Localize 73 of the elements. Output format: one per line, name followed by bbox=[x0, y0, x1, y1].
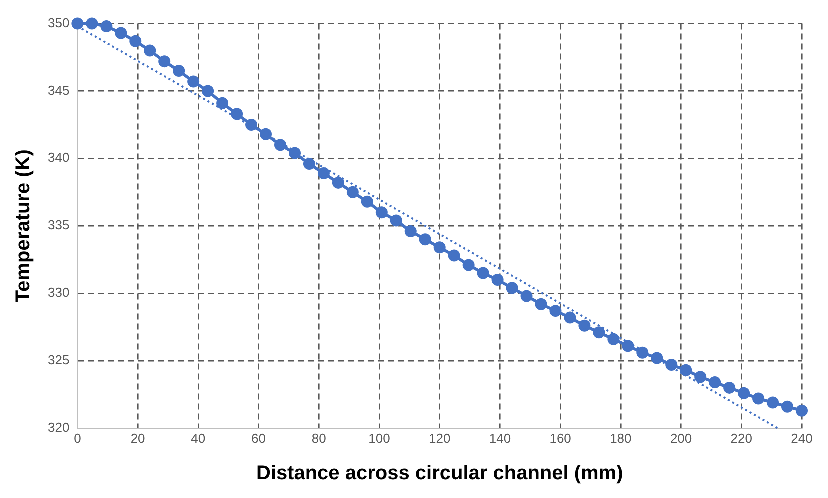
point bbox=[636, 346, 649, 359]
point bbox=[724, 382, 736, 394]
x-tick-label: 20 bbox=[130, 430, 146, 446]
x-tick-label: 240 bbox=[791, 430, 813, 446]
point bbox=[115, 27, 128, 40]
point bbox=[404, 225, 417, 238]
point bbox=[535, 298, 548, 310]
y-tick-label: 350 bbox=[48, 15, 70, 30]
point bbox=[434, 242, 446, 254]
point bbox=[361, 196, 374, 208]
point bbox=[346, 186, 359, 198]
y-tick-label: 325 bbox=[48, 352, 70, 368]
x-tick-label: 200 bbox=[670, 430, 692, 446]
point bbox=[752, 392, 765, 405]
point bbox=[100, 20, 113, 32]
point bbox=[550, 305, 562, 318]
point bbox=[419, 234, 432, 246]
x-tick-label: 0 bbox=[74, 430, 82, 446]
point bbox=[651, 352, 664, 364]
x-tick-label: 160 bbox=[550, 430, 572, 446]
point bbox=[332, 176, 344, 189]
point bbox=[173, 65, 186, 78]
point bbox=[86, 18, 98, 30]
x-tick-label: 120 bbox=[428, 430, 451, 446]
point bbox=[462, 259, 475, 272]
point bbox=[767, 396, 780, 409]
y-tick-label: 320 bbox=[48, 420, 70, 435]
point bbox=[303, 158, 316, 170]
point bbox=[680, 364, 692, 376]
y-tick-label: 345 bbox=[48, 82, 70, 98]
x-tick-label: 100 bbox=[368, 430, 390, 446]
point bbox=[288, 147, 301, 160]
point bbox=[622, 340, 634, 352]
point bbox=[782, 400, 794, 413]
y-tick-label: 335 bbox=[48, 218, 70, 233]
point bbox=[520, 290, 533, 302]
point bbox=[564, 312, 576, 324]
point bbox=[593, 326, 606, 339]
point bbox=[202, 85, 214, 98]
point bbox=[578, 320, 591, 332]
x-tick-label: 220 bbox=[730, 430, 752, 446]
point bbox=[694, 371, 707, 384]
point bbox=[274, 139, 286, 152]
point bbox=[492, 274, 504, 286]
point bbox=[188, 76, 200, 88]
point bbox=[448, 250, 460, 262]
y-tick-label: 330 bbox=[48, 285, 70, 300]
point bbox=[158, 56, 171, 68]
point bbox=[390, 214, 402, 227]
point bbox=[738, 387, 750, 400]
x-axis-title: Distance across circular channel (mm) bbox=[256, 462, 624, 485]
x-tick-label: 80 bbox=[312, 430, 326, 446]
y-axis-title: Temperature (K) bbox=[12, 150, 35, 303]
point bbox=[260, 128, 272, 140]
point bbox=[376, 206, 388, 219]
point bbox=[130, 35, 142, 48]
point bbox=[144, 44, 156, 57]
point bbox=[796, 404, 808, 417]
x-tick-label: 40 bbox=[191, 430, 206, 446]
point bbox=[246, 118, 258, 131]
point bbox=[608, 333, 620, 346]
x-tick-label: 60 bbox=[252, 430, 266, 446]
point bbox=[709, 376, 722, 389]
point bbox=[72, 18, 84, 30]
point bbox=[666, 359, 678, 372]
x-tick-label: 180 bbox=[610, 430, 632, 446]
point bbox=[216, 97, 229, 110]
point bbox=[506, 282, 518, 294]
point bbox=[318, 168, 330, 180]
y-tick-label: 340 bbox=[48, 150, 70, 166]
point bbox=[477, 267, 490, 280]
point bbox=[231, 108, 244, 120]
x-tick-label: 140 bbox=[489, 430, 512, 446]
